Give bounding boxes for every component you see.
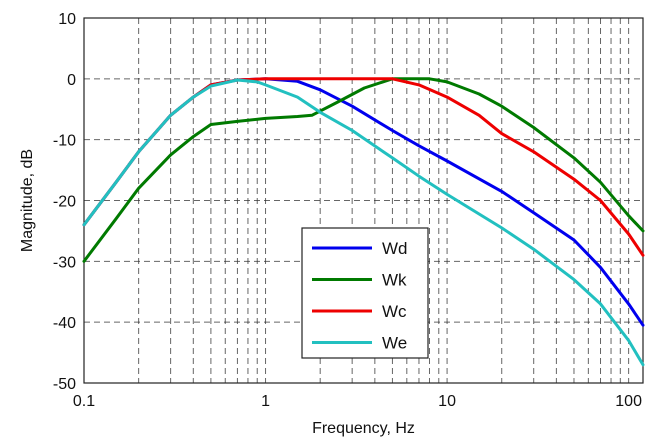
legend: Wd Wk Wc We: [301, 227, 429, 359]
x-tick-label: 100: [615, 393, 642, 410]
y-tick-label: 10: [58, 11, 76, 28]
x-tick-label: 10: [438, 393, 456, 410]
legend-box: [301, 227, 429, 359]
legend-label-we: We: [382, 334, 407, 353]
y-tick-label: -40: [53, 315, 76, 332]
y-tick-label: -20: [53, 194, 76, 211]
legend-label-wc: Wc: [382, 302, 407, 321]
legend-label-wk: Wk: [382, 271, 407, 290]
legend-label-wd: Wd: [382, 239, 408, 258]
x-tick-label: 1: [261, 393, 270, 410]
y-tick-label: -10: [53, 133, 76, 150]
y-tick-label: -30: [53, 254, 76, 271]
x-tick-label: 0.1: [73, 393, 95, 410]
plot-frame: [83, 17, 644, 384]
series-line-we: [82, 78, 645, 367]
series-lines: [82, 77, 645, 367]
series-line-wk: [82, 77, 645, 263]
y-tick-label: -50: [53, 376, 76, 393]
y-axis-title: Magnitude, dB: [19, 149, 36, 252]
y-tick-label: 0: [67, 72, 76, 89]
x-axis-title: Frequency, Hz: [312, 420, 415, 437]
